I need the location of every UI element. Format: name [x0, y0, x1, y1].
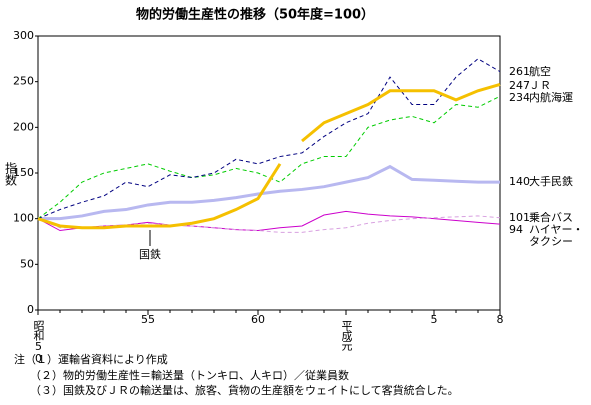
end-label-value: 234: [509, 91, 530, 104]
end-label-name: 内航海運: [529, 92, 573, 104]
legend-name: ＪＲ: [529, 80, 551, 92]
series-line: [301, 82, 501, 143]
series-line: [37, 95, 501, 220]
x-tick-label: 60: [251, 313, 265, 326]
end-label-value: 261: [509, 65, 530, 78]
end-label-value: 94: [509, 223, 523, 236]
legend-name: ハイヤー・タクシー: [529, 224, 584, 248]
end-label-value: 140: [509, 175, 530, 188]
series-line: [37, 58, 501, 220]
legend-name: 内航海運: [529, 92, 573, 104]
end-label-value: 247: [509, 79, 530, 92]
legend-name: 乗合バス: [529, 212, 573, 224]
end-label-name: 大手民鉄: [529, 176, 573, 188]
y-tick-label: 100: [13, 212, 34, 225]
y-axis-label: 指数: [4, 161, 18, 187]
y-tick-label: 200: [13, 120, 34, 133]
end-label-name: 航空: [529, 66, 551, 78]
y-tick-label: 300: [13, 29, 34, 42]
x-tick-label: 昭和50: [32, 320, 45, 364]
end-label-name: ハイヤー・タクシー: [529, 224, 584, 248]
plot-frame: [37, 35, 501, 311]
note: （２）物的労働生産性＝輸送量（トンキロ、人キロ）／従業員数: [30, 368, 349, 382]
legend-name: 大手民鉄: [529, 176, 573, 188]
x-tick-label: 55: [141, 313, 155, 326]
end-label-name: 乗合バス: [529, 212, 573, 224]
y-tick-label: 150: [13, 166, 34, 179]
annotation: 国鉄: [139, 247, 161, 261]
legend-name: 航空: [529, 66, 551, 78]
y-tick-label: 0: [27, 303, 34, 316]
series-line: [38, 164, 500, 221]
series-line: [37, 163, 282, 230]
end-label-name: ＪＲ: [529, 80, 551, 92]
chart-title: 物的労働生産性の推移（50年度=100）: [136, 7, 374, 23]
y-tick-label: 250: [13, 75, 34, 88]
note: （３）国鉄及びＪＲの輸送量は、旅客、貨物の生産額をウェイトにして客貨統合した。: [30, 383, 459, 397]
end-label-value: 101: [509, 211, 530, 224]
x-tick-label: 平成元: [340, 320, 353, 351]
x-tick-label: 8: [497, 313, 504, 326]
x-tick-label: 5: [431, 313, 438, 326]
y-tick-label: 50: [20, 257, 34, 270]
note: 注（１）運輸省資料により作成: [14, 352, 168, 366]
